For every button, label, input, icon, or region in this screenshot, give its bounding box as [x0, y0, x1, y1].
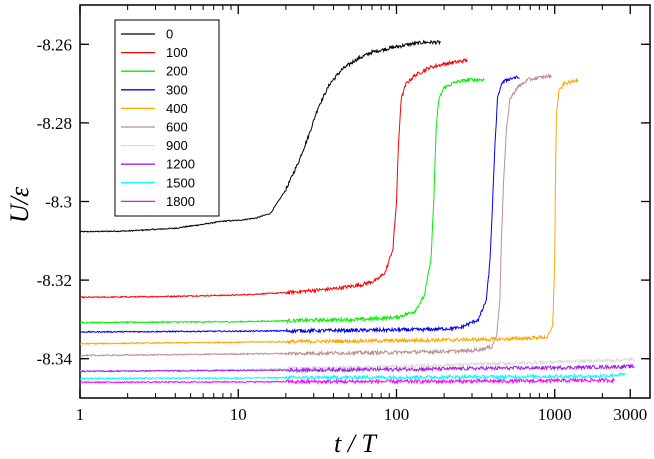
legend: 0 100 200 300 400 600 900 1200 1500 1800	[114, 19, 220, 217]
series-line-1200	[79, 363, 635, 374]
x-tick-label-2: 100	[384, 405, 410, 424]
y-tick-label-2: -8.3	[45, 193, 72, 212]
legend-label-0: 0	[166, 27, 173, 42]
series-line-200	[79, 77, 485, 325]
legend-label-1500: 1500	[166, 175, 195, 190]
legend-label-300: 300	[166, 82, 188, 97]
x-axis-title: t / T	[334, 429, 377, 458]
x-tick-label-1: 10	[230, 405, 247, 424]
series-line-0	[79, 39, 441, 233]
legend-label-400: 400	[166, 101, 188, 116]
legend-label-900: 900	[166, 138, 188, 153]
legend-label-1800: 1800	[166, 194, 195, 209]
y-tick-label-3: -8.32	[37, 271, 72, 290]
series-line-1500	[79, 371, 626, 381]
series-line-100	[80, 57, 468, 299]
legend-label-1200: 1200	[166, 157, 195, 172]
tick-layer: 1 10 100 1000 3000-8.26-8.28-8.3-8.32-8.34	[37, 5, 650, 424]
series-line-600	[79, 72, 552, 358]
x-tick-label-0: 1	[76, 405, 85, 424]
y-tick-label-0: -8.26	[37, 35, 72, 54]
y-tick-label-1: -8.28	[37, 114, 72, 133]
y-tick-label-4: -8.34	[37, 350, 73, 369]
x-tick-label-3: 1000	[538, 405, 572, 424]
legend-label-200: 200	[166, 64, 188, 79]
series-line-400	[79, 77, 579, 346]
series-line-300	[79, 75, 520, 335]
x-tick-label-4: 3000	[613, 405, 647, 424]
series-line-1800	[79, 377, 616, 385]
series-layer	[79, 39, 636, 385]
legend-label-100: 100	[166, 45, 188, 60]
y-axis-title: U/ε	[5, 186, 34, 223]
legend-label-600: 600	[166, 120, 188, 135]
